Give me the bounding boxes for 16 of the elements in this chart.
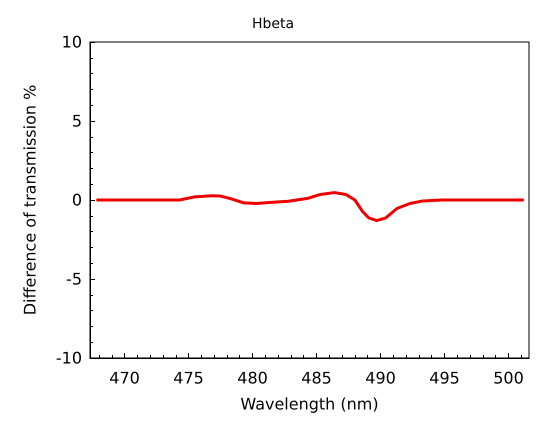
x-tick-label: 490 <box>365 368 396 388</box>
x-tick-label: 495 <box>429 368 460 388</box>
x-tick-label: 500 <box>493 368 524 388</box>
x-tick-label: 480 <box>237 368 268 388</box>
chart-title: Hbeta <box>252 16 294 32</box>
x-tick-label: 475 <box>173 368 204 388</box>
y-tick-label: 0 <box>72 190 82 210</box>
y-tick-label: -5 <box>66 270 82 288</box>
y-axis-title: Difference of transmission % <box>20 84 40 316</box>
x-tick-label: 470 <box>109 368 140 388</box>
x-axis-title: Wavelength (nm) <box>240 394 379 414</box>
line-series <box>96 191 524 222</box>
y-tick-label: 5 <box>72 112 82 130</box>
y-tick-label: 10 <box>62 32 82 52</box>
x-tick-label: 485 <box>301 368 332 388</box>
y-tick-label: -10 <box>56 348 82 368</box>
